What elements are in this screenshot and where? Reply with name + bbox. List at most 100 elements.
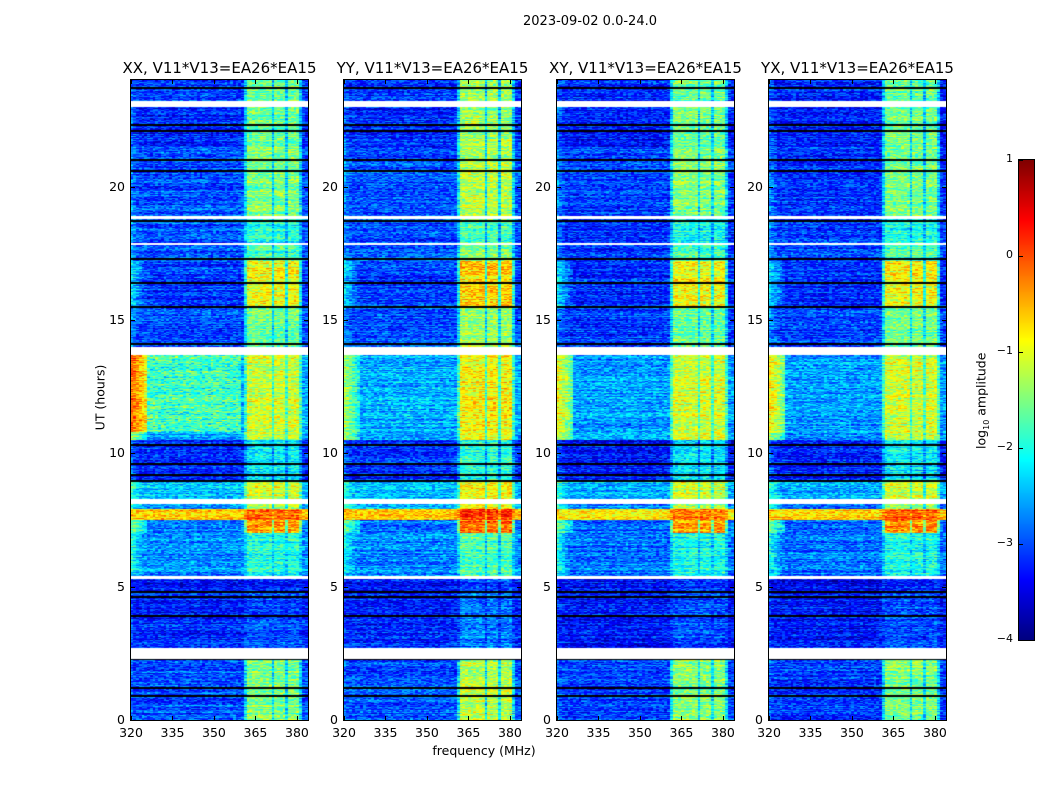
y-tick-mark <box>304 186 308 188</box>
y-tick-mark <box>769 320 773 321</box>
colorbar-tick-mark <box>1019 640 1023 641</box>
x-tick-mark <box>131 716 132 720</box>
x-tick-mark <box>769 716 770 720</box>
panel-title: YY, V11*V13=EA26*EA15 <box>336 59 529 77</box>
y-tick-mark <box>769 186 773 188</box>
colorbar-tick-label: 1 <box>1006 152 1013 165</box>
y-tick-label: 10 <box>535 445 551 461</box>
x-tick-mark <box>509 716 511 720</box>
x-tick-mark <box>810 80 812 84</box>
y-tick-mark <box>517 453 521 455</box>
x-tick-mark <box>893 80 895 84</box>
colorbar-tick-label: 0 <box>1006 248 1013 261</box>
x-tick-label: 380 <box>923 725 947 740</box>
x-tick-mark <box>598 716 600 720</box>
y-axis-label: UT (hours) <box>92 364 108 431</box>
heatmap-image <box>769 80 946 720</box>
x-tick-mark <box>296 80 298 84</box>
y-tick-mark <box>344 186 348 188</box>
heatmap-image <box>344 80 521 720</box>
y-tick-mark <box>131 186 135 188</box>
x-tick-label: 335 <box>373 725 398 740</box>
x-tick-mark <box>255 716 257 720</box>
x-tick-label: 350 <box>840 725 864 740</box>
y-tick-label: 5 <box>117 578 125 594</box>
colorbar-tick-label: −3 <box>996 536 1013 549</box>
x-tick-mark <box>172 80 174 84</box>
y-tick-mark <box>344 720 348 721</box>
colorbar-tick-mark <box>1019 448 1023 449</box>
x-tick-mark <box>468 80 470 84</box>
x-tick-mark <box>851 80 853 84</box>
y-tick-mark <box>942 586 946 588</box>
y-tick-mark <box>517 320 521 321</box>
y-tick-label: 15 <box>535 312 551 327</box>
x-tick-mark <box>722 80 724 84</box>
x-tick-mark <box>213 716 215 720</box>
x-tick-label: 335 <box>160 725 185 740</box>
x-tick-mark <box>557 80 558 84</box>
x-tick-mark <box>468 716 470 720</box>
y-tick-mark <box>769 453 773 455</box>
y-tick-label: 0 <box>543 712 551 727</box>
x-tick-mark <box>681 80 683 84</box>
colorbar-label-sub: 10 <box>981 419 991 430</box>
y-tick-label: 0 <box>330 712 338 727</box>
y-tick-mark <box>517 720 521 721</box>
y-tick-mark <box>769 720 773 721</box>
y-tick-label: 10 <box>109 445 125 461</box>
y-tick-mark <box>304 320 308 321</box>
x-tick-mark <box>893 716 895 720</box>
x-tick-mark <box>598 80 600 84</box>
figure-title: 2023-09-02 0.0-24.0 <box>523 14 657 29</box>
x-tick-label: 380 <box>711 725 735 740</box>
y-tick-mark <box>131 320 135 321</box>
panel-title: XX, V11*V13=EA26*EA15 <box>122 59 317 77</box>
x-tick-label: 380 <box>285 725 309 740</box>
y-tick-label: 20 <box>535 178 551 194</box>
y-tick-mark <box>730 453 734 455</box>
heatmap-panel <box>556 79 735 721</box>
y-tick-mark <box>517 186 521 188</box>
x-axis-label: frequency (MHz) <box>432 743 536 758</box>
y-tick-mark <box>304 720 308 721</box>
y-tick-mark <box>730 186 734 188</box>
x-tick-mark <box>851 716 853 720</box>
x-tick-mark <box>213 80 215 84</box>
x-tick-mark <box>722 716 724 720</box>
y-tick-label: 20 <box>322 178 338 194</box>
y-tick-mark <box>730 320 734 321</box>
y-tick-label: 15 <box>322 312 338 327</box>
heatmap-panel <box>130 79 309 721</box>
x-tick-mark <box>385 716 387 720</box>
y-tick-mark <box>304 586 308 588</box>
x-tick-label: 320 <box>119 725 143 740</box>
x-tick-mark <box>639 716 641 720</box>
y-tick-label: 5 <box>330 578 338 594</box>
x-tick-label: 350 <box>415 725 439 740</box>
x-tick-mark <box>344 716 345 720</box>
x-tick-mark <box>385 80 387 84</box>
colorbar-tick-mark <box>1019 544 1023 545</box>
y-tick-label: 15 <box>109 312 125 327</box>
y-tick-mark <box>730 720 734 721</box>
colorbar-label-rest: amplitude <box>973 352 989 420</box>
y-tick-mark <box>557 586 561 588</box>
x-tick-mark <box>296 716 298 720</box>
x-tick-mark <box>509 80 511 84</box>
x-tick-label: 335 <box>586 725 611 740</box>
x-tick-mark <box>934 80 936 84</box>
x-tick-mark <box>639 80 641 84</box>
colorbar-tick-mark <box>1019 256 1023 257</box>
x-tick-label: 365 <box>881 725 906 740</box>
y-tick-mark <box>942 320 946 321</box>
x-tick-mark <box>131 80 132 84</box>
y-tick-mark <box>730 586 734 588</box>
x-tick-mark <box>810 716 812 720</box>
heatmap-image <box>557 80 734 720</box>
x-tick-mark <box>344 80 345 84</box>
y-tick-mark <box>517 586 521 588</box>
x-tick-label: 365 <box>456 725 481 740</box>
x-tick-label: 365 <box>669 725 694 740</box>
